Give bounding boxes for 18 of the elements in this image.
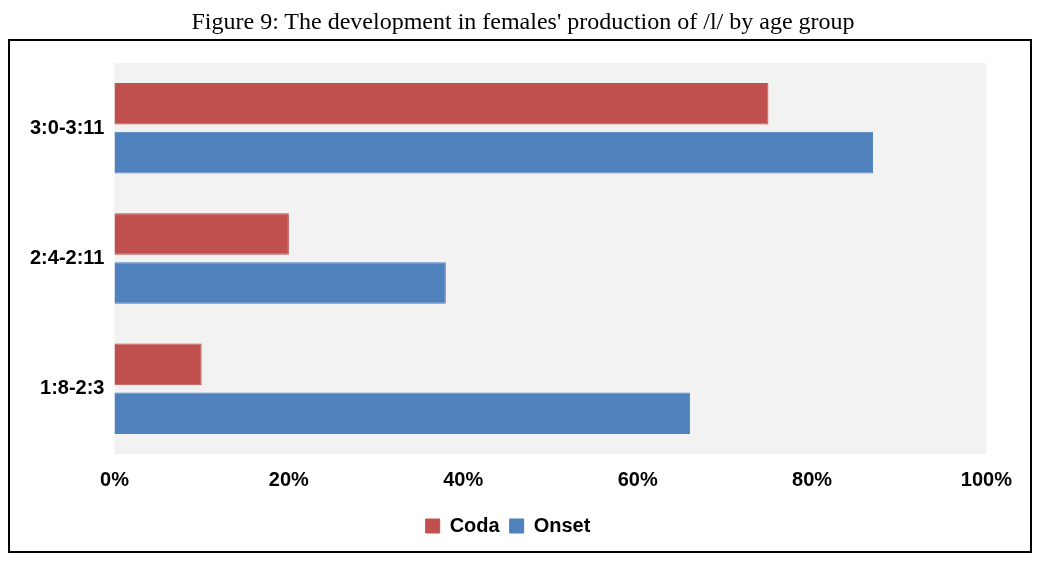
bar	[114, 262, 446, 304]
y-tick-label: 2:4-2:11	[29, 246, 105, 269]
bar	[114, 213, 289, 255]
bar	[114, 343, 202, 386]
x-tick-label: 100%	[960, 467, 1013, 490]
x-tick-label: 80%	[792, 467, 833, 490]
bar	[114, 82, 769, 125]
legend-label: Coda	[449, 513, 501, 536]
x-tick-label: 0%	[100, 467, 130, 490]
bar	[114, 392, 690, 435]
x-tick-label: 40%	[443, 467, 484, 490]
x-tick-label: 20%	[268, 467, 310, 490]
y-tick-label: 1:8-2:3	[40, 376, 105, 399]
y-tick-label: 3:0-3:11	[29, 115, 105, 138]
x-tick-label: 60%	[617, 467, 658, 490]
bar	[114, 131, 874, 174]
chart-title: Figure 9: The development in females' production of /l/ by age group	[190, 8, 856, 35]
legend-label: Onset	[533, 513, 591, 536]
